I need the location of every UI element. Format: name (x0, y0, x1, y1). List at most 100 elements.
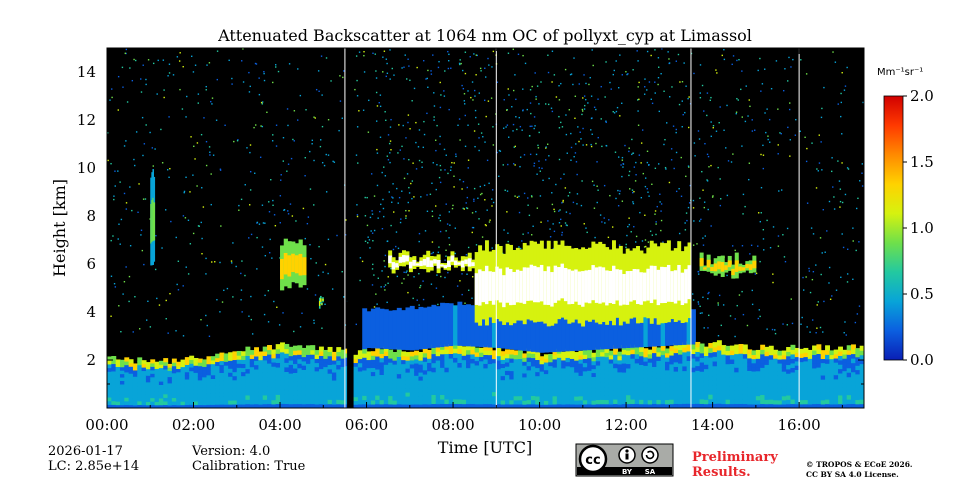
noise-speck (433, 92, 435, 94)
noise-speck (363, 54, 365, 57)
noise-speck (449, 224, 451, 226)
aerosol-cell (189, 404, 195, 408)
noise-speck (551, 203, 554, 206)
noise-speck (431, 182, 433, 184)
aerosol-cell (755, 383, 761, 388)
aerosol-cell (738, 389, 744, 395)
noise-speck (400, 218, 402, 220)
aerosol-cell (643, 382, 649, 388)
aerosol-cell (660, 376, 666, 382)
noise-speck (703, 327, 705, 329)
aerosol-cell (206, 404, 212, 408)
aerosol-cell (608, 399, 614, 405)
aerosol-cell (781, 379, 787, 384)
noise-speck (563, 173, 565, 175)
noise-speck (220, 225, 222, 227)
aerosol-cell (487, 363, 493, 369)
cloud-core-cell (656, 269, 661, 306)
aerosol-cell (734, 403, 740, 408)
aerosol-cell (708, 394, 714, 400)
aerosol-cell (414, 350, 420, 356)
aerosol-cell (764, 364, 770, 370)
noise-speck (531, 234, 533, 236)
aerosol-cell (132, 382, 138, 387)
noise-speck (205, 89, 207, 91)
aerosol-cell (725, 376, 731, 382)
aerosol-cell (504, 391, 510, 397)
aerosol-cell (781, 395, 787, 401)
aerosol-cell (293, 350, 298, 356)
noise-speck (235, 265, 237, 268)
aerosol-cell (747, 395, 753, 401)
noise-speck (117, 238, 119, 240)
noise-speck (403, 271, 405, 274)
noise-speck (558, 85, 560, 87)
noise-speck (765, 131, 767, 134)
aerosol-cell (799, 369, 805, 375)
aerosol-cell (314, 366, 320, 372)
aerosol-cell (457, 385, 463, 391)
aerosol-cell (461, 346, 467, 352)
noise-speck (512, 130, 514, 132)
noise-speck (486, 209, 488, 211)
noise-speck (409, 79, 411, 82)
noise-speck (585, 227, 587, 229)
aerosol-cell (154, 365, 160, 369)
cloud-core-cell (450, 255, 455, 262)
noise-speck (654, 213, 656, 215)
aerosol-cell (552, 358, 558, 364)
noise-speck (250, 318, 252, 321)
aerosol-cell (210, 385, 216, 391)
noise-speck (663, 90, 665, 92)
aerosol-cell (197, 369, 203, 374)
noise-speck (215, 119, 218, 121)
aerosol-cell (479, 390, 484, 396)
aerosol-cell (764, 368, 770, 374)
aerosol-cell (535, 363, 541, 369)
aerosol-cell (864, 362, 869, 367)
aerosol-cell (327, 386, 333, 392)
noise-speck (372, 240, 374, 242)
noise-speck (107, 159, 109, 162)
elevated-aerosol-cell (517, 297, 523, 351)
noise-speck (250, 233, 253, 236)
aerosol-cell (479, 356, 484, 362)
aerosol-cell (293, 354, 298, 360)
aerosol-cell (747, 378, 753, 384)
noise-speck (311, 143, 313, 145)
aerosol-cell (556, 391, 562, 396)
aerosol-cell (574, 380, 580, 385)
cc-by-label: BY (622, 468, 633, 476)
aerosol-cell (470, 389, 476, 396)
aerosol-cell (275, 380, 281, 386)
noise-speck (569, 212, 571, 215)
aerosol-cell (647, 366, 653, 372)
aerosol-cell (331, 367, 337, 373)
aerosol-cell (509, 374, 515, 380)
aerosol-cell (708, 366, 714, 372)
noise-speck (431, 241, 434, 243)
aerosol-cell (751, 399, 757, 405)
noise-speck (416, 299, 418, 301)
aerosol-cell (665, 390, 670, 396)
aerosol-cell (171, 397, 177, 402)
aerosol-cell (267, 390, 272, 396)
aerosol-cell (409, 371, 415, 377)
aerosol-cell (470, 353, 476, 359)
aerosol-cell (145, 388, 151, 393)
noise-speck (391, 67, 393, 70)
aerosol-cell (223, 400, 229, 405)
noise-speck (769, 141, 771, 143)
aerosol-cell (180, 363, 186, 368)
aerosol-cell (665, 373, 670, 379)
noise-speck (364, 240, 367, 243)
aerosol-cell (362, 348, 368, 354)
elevated-aerosol-cell (530, 298, 536, 352)
cloud-core-cell (318, 300, 321, 306)
aerosol-cell (513, 375, 519, 380)
noise-speck (275, 145, 278, 147)
noise-speck (314, 294, 317, 296)
noise-speck (723, 129, 725, 131)
x-tick-label: 06:00 (345, 416, 388, 434)
aerosol-cell (682, 351, 688, 358)
